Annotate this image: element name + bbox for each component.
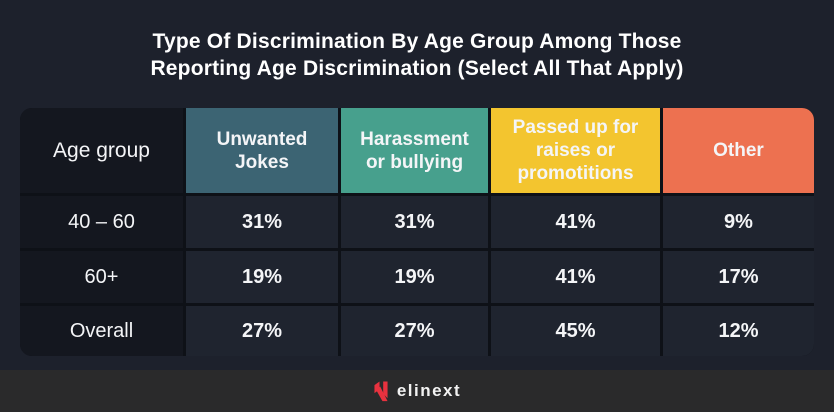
row-label-overall: Overall — [20, 306, 183, 356]
table-cell: 9% — [663, 196, 814, 248]
table-cell: 19% — [341, 251, 488, 303]
table-cell: 45% — [491, 306, 660, 356]
elinext-logo-icon — [373, 380, 389, 402]
table-cell: 31% — [186, 196, 338, 248]
table-cell: 27% — [186, 306, 338, 356]
row-label-60-plus: 60+ — [20, 251, 183, 303]
page-title-line2: Reporting Age Discrimination (Select All… — [150, 57, 684, 80]
discrimination-table: Age group Unwanted Jokes Harassment or b… — [20, 108, 814, 356]
column-header-other: Other — [663, 108, 814, 193]
column-header-age-group: Age group — [20, 108, 183, 193]
table-cell: 41% — [491, 251, 660, 303]
footer-bar: elinext — [0, 370, 834, 412]
table-cell: 19% — [186, 251, 338, 303]
column-header-passed-up: Passed up for raises or promotitions — [491, 108, 660, 193]
table-cell: 27% — [341, 306, 488, 356]
column-header-unwanted-jokes: Unwanted Jokes — [186, 108, 338, 193]
table-cell: 17% — [663, 251, 814, 303]
table-cell: 31% — [341, 196, 488, 248]
page-title: Type Of Discrimination By Age Group Amon… — [0, 0, 834, 82]
row-label-40-60: 40 – 60 — [20, 196, 183, 248]
elinext-wordmark: elinext — [396, 381, 462, 400]
column-header-harassment: Harassment or bullying — [341, 108, 488, 193]
table-cell: 12% — [663, 306, 814, 356]
table-cell: 41% — [491, 196, 660, 248]
page-title-line1: Type Of Discrimination By Age Group Amon… — [152, 30, 682, 53]
